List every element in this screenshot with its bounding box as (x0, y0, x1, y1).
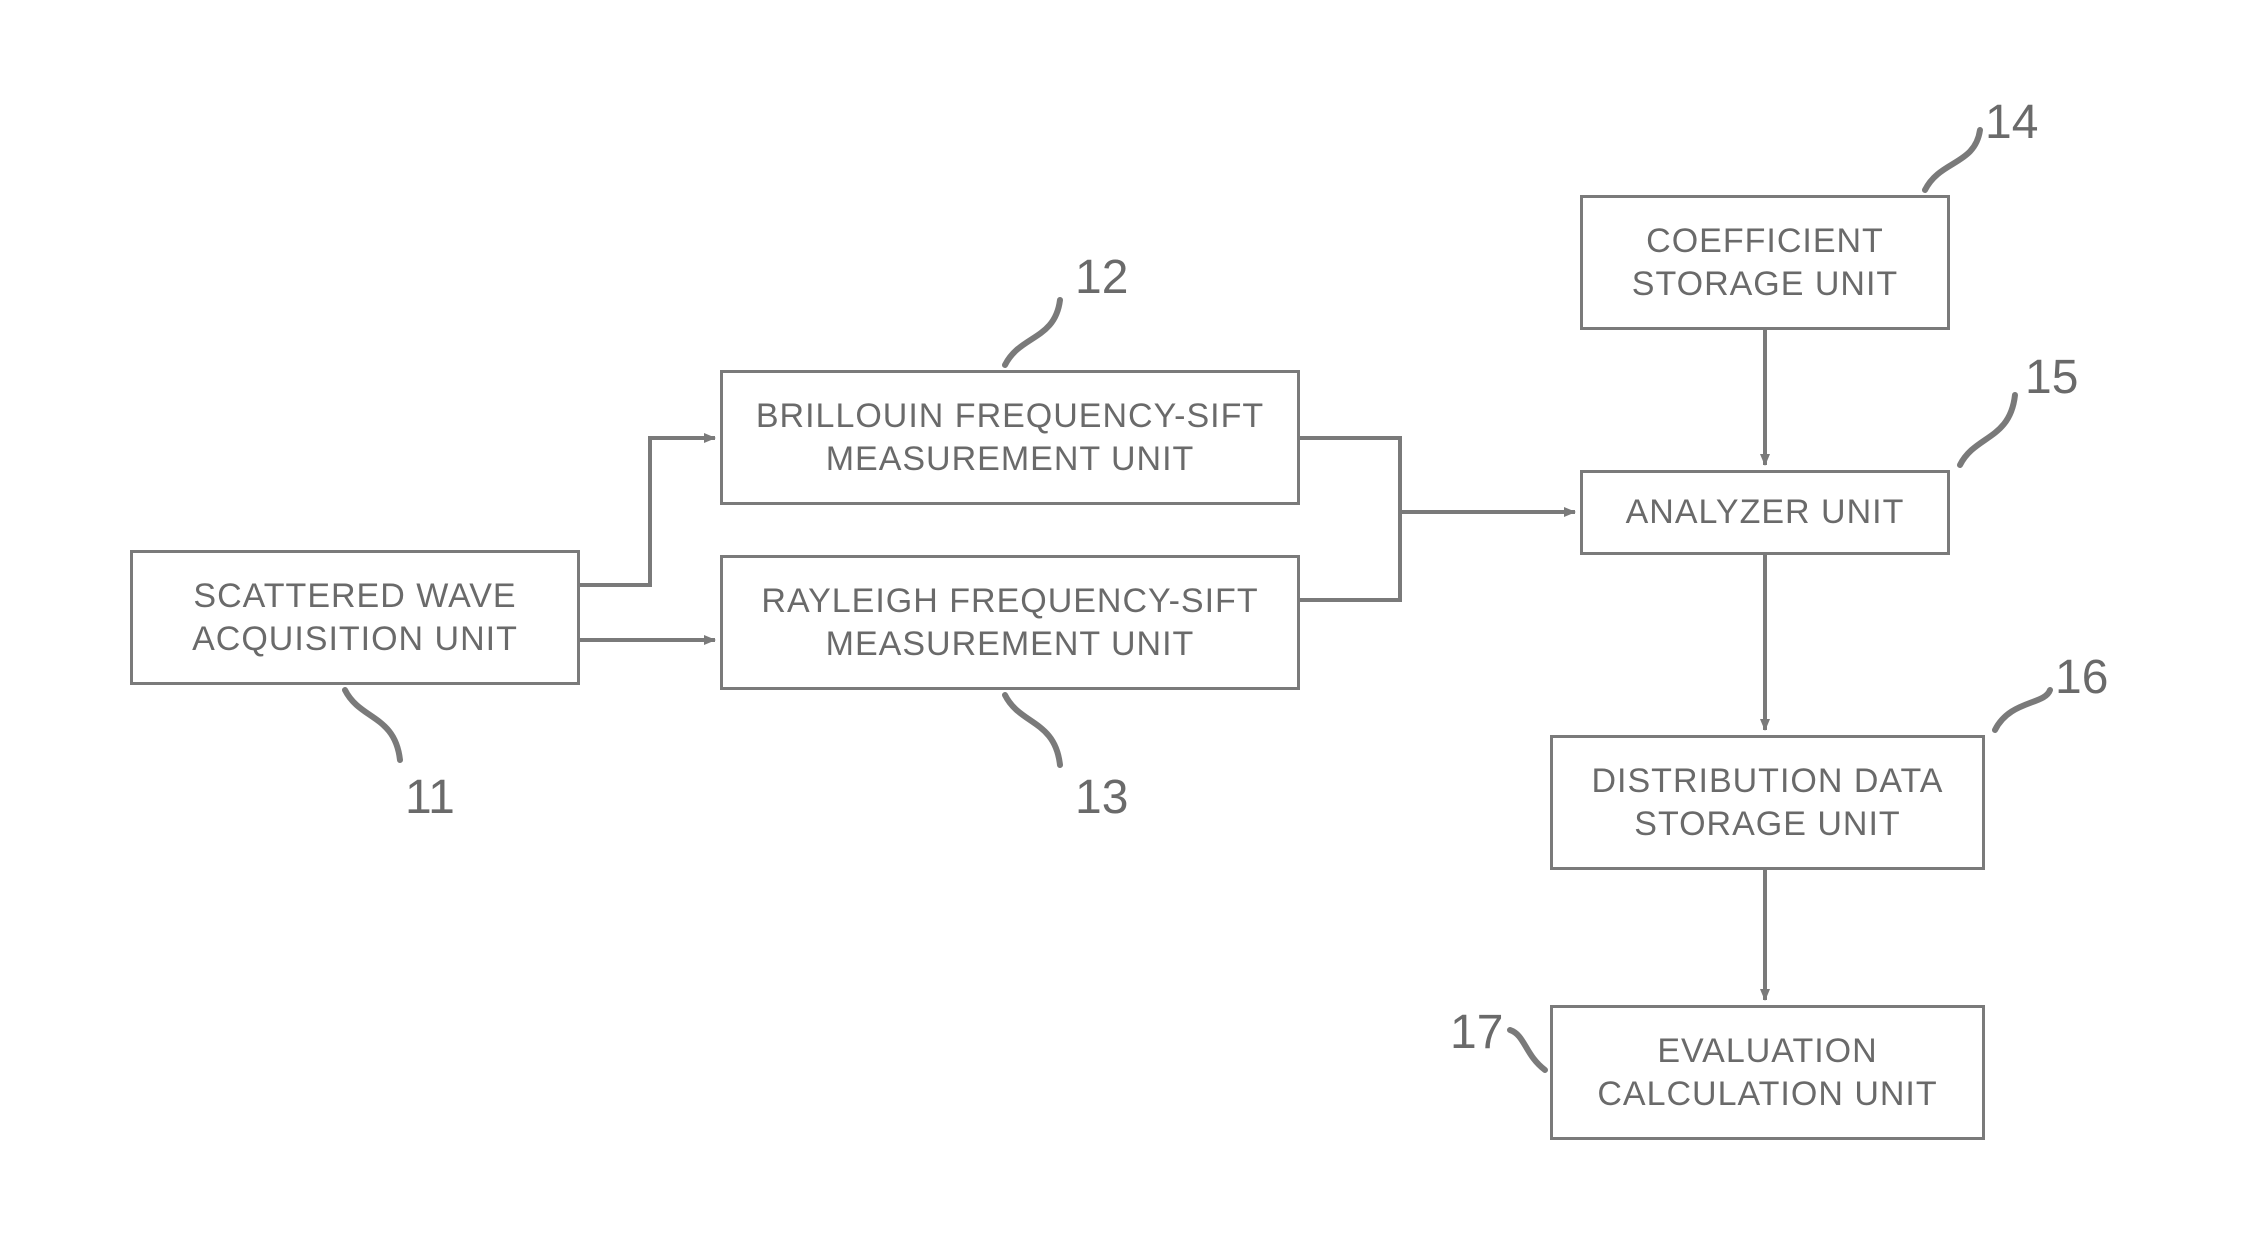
arrow-13-merge (1300, 512, 1400, 600)
diagram-canvas: SCATTERED WAVE ACQUISITION UNIT BRILLOUI… (0, 0, 2257, 1241)
squiggle-14 (1925, 130, 1980, 190)
squiggle-11 (345, 690, 400, 760)
node-rayleigh: RAYLEIGH FREQUENCY-SIFT MEASUREMENT UNIT (720, 555, 1300, 690)
ref-label-11: 11 (405, 770, 455, 825)
squiggle-15 (1960, 395, 2015, 465)
squiggle-12 (1005, 300, 1060, 365)
ref-label-16: 16 (2055, 650, 2108, 705)
arrow-12-merge (1300, 438, 1400, 512)
node-brillouin: BRILLOUIN FREQUENCY-SIFT MEASUREMENT UNI… (720, 370, 1300, 505)
squiggle-17 (1510, 1030, 1545, 1070)
ref-label-15: 15 (2025, 350, 2078, 405)
node-scattered-wave: SCATTERED WAVE ACQUISITION UNIT (130, 550, 580, 685)
node-coefficient-storage: COEFFICIENT STORAGE UNIT (1580, 195, 1950, 330)
ref-label-12: 12 (1075, 250, 1128, 305)
ref-label-14: 14 (1985, 95, 2038, 150)
arrow-11-to-12 (580, 438, 715, 585)
squiggle-16 (1995, 690, 2050, 730)
squiggle-13 (1005, 695, 1060, 765)
ref-label-17: 17 (1450, 1005, 1503, 1060)
node-analyzer: ANALYZER UNIT (1580, 470, 1950, 555)
ref-label-13: 13 (1075, 770, 1128, 825)
node-distribution-data: DISTRIBUTION DATA STORAGE UNIT (1550, 735, 1985, 870)
node-evaluation-calc: EVALUATION CALCULATION UNIT (1550, 1005, 1985, 1140)
